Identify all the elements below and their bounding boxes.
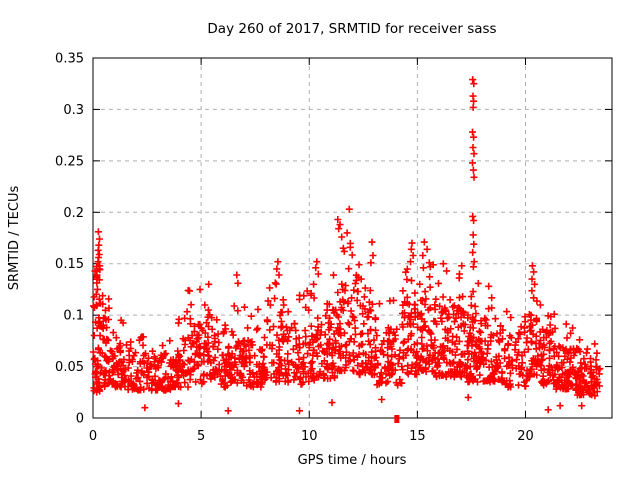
- y-axis-label: SRMTID / TECUs: [7, 186, 22, 291]
- y-tick-label: 0.05: [55, 360, 84, 375]
- y-tick-label: 0.2: [63, 206, 84, 221]
- y-tick-label: 0.35: [55, 52, 84, 67]
- x-tick-label: 20: [517, 429, 534, 444]
- scatter-points: [89, 76, 604, 415]
- x-tick-label: 5: [197, 429, 205, 444]
- plot-layers: 0 5 10 15 20 0 0.05 0.1 0.15 0.2 0.25 0.3 0.35: [55, 52, 613, 444]
- plot-border: [92, 57, 613, 419]
- zero-value-marker: [394, 415, 400, 423]
- x-tick-label: 0: [89, 429, 97, 444]
- x-tick-label: 10: [301, 429, 318, 444]
- y-tick-label: 0.3: [63, 103, 84, 118]
- chart-title: Day 260 of 2017, SRMTID for receiver sas…: [207, 21, 496, 37]
- y-tick-label: 0.15: [55, 257, 84, 272]
- y-tick-label: 0.1: [63, 309, 84, 324]
- y-tick-label: 0: [76, 412, 84, 427]
- x-axis-label: GPS time / hours: [298, 453, 407, 468]
- x-tick-label: 15: [409, 429, 426, 444]
- y-tick-label: 0.25: [55, 154, 84, 169]
